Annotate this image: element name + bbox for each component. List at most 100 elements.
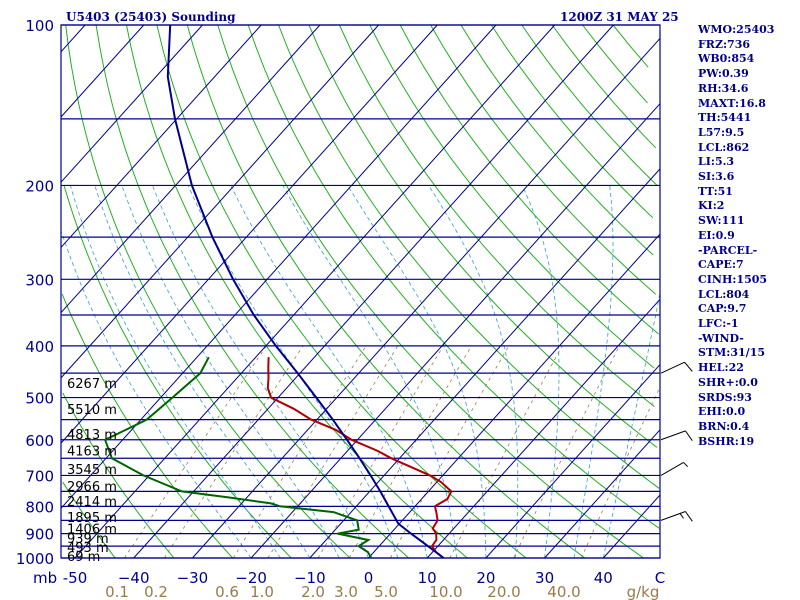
index-item: HEL:22 xyxy=(698,361,744,375)
temperature-tick-label: 0 xyxy=(364,569,374,587)
wind-barb-staff xyxy=(660,511,686,521)
isotherm xyxy=(426,298,661,559)
index-item: SI:3.6 xyxy=(698,170,735,184)
pressure-tick-label: 700 xyxy=(25,467,54,485)
index-item: MAXT:16.8 xyxy=(698,96,766,110)
moist-adiabat xyxy=(347,185,487,558)
mixing-ratio-tick-label: 20.0 xyxy=(487,583,520,600)
isotherm xyxy=(60,24,262,248)
dry-adiabat xyxy=(95,24,410,559)
index-item: PW:0.39 xyxy=(698,67,749,81)
mixing-ratio-tick-label: 40.0 xyxy=(547,583,580,600)
height-label: 4163 m xyxy=(67,445,117,460)
height-label: 6267 m xyxy=(67,377,117,392)
index-item: CAPE:7 xyxy=(698,258,744,272)
pressure-tick-label: 400 xyxy=(25,338,54,356)
wind-barb-flag xyxy=(683,462,689,468)
sounding-traces xyxy=(103,25,453,558)
index-item: KI:2 xyxy=(698,199,725,213)
mixing-ratio-line xyxy=(513,345,620,559)
isotherm xyxy=(60,24,203,183)
temperature-trace xyxy=(266,357,453,558)
wind-barb-flag xyxy=(679,513,684,519)
mixing-ratio-line xyxy=(389,345,510,559)
isotherm xyxy=(250,103,661,559)
index-item: RH:34.6 xyxy=(698,81,749,95)
mixing-ratio-line xyxy=(163,345,304,559)
height-label: 939 m xyxy=(67,532,109,547)
wind-barb-flag xyxy=(685,511,693,522)
mixing-ratio-unit-label: g/kg xyxy=(627,583,660,600)
dry-adiabat xyxy=(612,24,649,68)
isotherm xyxy=(60,24,438,444)
pressure-tick-label: 300 xyxy=(25,271,54,289)
isotherm xyxy=(60,24,145,118)
pressure-tick-label: 1000 xyxy=(16,550,54,568)
isotherm xyxy=(60,24,321,314)
station-title: U5403 (25403) Sounding xyxy=(66,10,236,24)
height-label: 1895 m xyxy=(67,511,117,526)
index-item: EI:0.9 xyxy=(698,228,735,242)
isotherm xyxy=(368,233,661,559)
moist-adiabat xyxy=(70,185,281,559)
height-label: 1406 m xyxy=(67,522,117,537)
index-item: L57:9.5 xyxy=(698,125,745,139)
dry-adiabat xyxy=(278,24,660,489)
moist-adiabat xyxy=(573,185,614,559)
pressure-tick-label: 100 xyxy=(25,17,54,35)
dry-adiabat xyxy=(582,24,648,104)
isotherm xyxy=(60,24,379,379)
mixing-ratio-line xyxy=(581,387,660,559)
index-item: EHI:0.0 xyxy=(698,405,746,419)
pressure-tick-label: 900 xyxy=(25,526,54,544)
index-item: LCL:804 xyxy=(698,287,750,301)
height-label: 69 m xyxy=(67,550,100,565)
height-label: 5510 m xyxy=(67,403,117,418)
temperature-tick-label: −40 xyxy=(118,569,150,587)
index-item: -PARCEL- xyxy=(698,243,758,257)
temperature-tick-label: −30 xyxy=(177,569,209,587)
height-label: 493 m xyxy=(67,541,109,556)
moist-adiabat xyxy=(521,185,560,559)
index-item: BRN:0.4 xyxy=(698,419,750,433)
temperature-tick-label: −10 xyxy=(294,569,326,587)
index-item: TT:51 xyxy=(698,184,733,198)
dry-adiabat xyxy=(217,24,644,559)
temperature-tick-label: -50 xyxy=(63,569,88,587)
dry-adiabat xyxy=(62,392,175,559)
temperature-tick-label: 40 xyxy=(594,569,613,587)
isotherm xyxy=(133,24,614,559)
dry-adiabat xyxy=(126,24,468,559)
index-item: WB0:854 xyxy=(698,52,755,66)
moist-adiabat xyxy=(61,232,252,559)
dewpoint-trace xyxy=(103,356,373,558)
index-item: TH:5441 xyxy=(698,111,752,125)
moist-adiabat xyxy=(121,185,340,559)
index-item: FRZ:736 xyxy=(698,37,751,51)
mixing-ratio-tick-label: 1.0 xyxy=(250,583,274,600)
moist-adiabat xyxy=(282,185,457,559)
dry-adiabat xyxy=(156,24,527,559)
mixing-ratio-tick-label: 5.0 xyxy=(374,583,398,600)
wind-barb-staff xyxy=(660,361,685,374)
temperature-tick-label: 10 xyxy=(418,569,437,587)
pressure-tick-label: 800 xyxy=(25,498,54,516)
wind-barb-flag xyxy=(684,361,693,372)
index-item: SRDS:93 xyxy=(698,390,752,404)
index-item: SW:111 xyxy=(698,214,745,228)
pressure-tick-label: 500 xyxy=(25,390,54,408)
index-item: LFC:-1 xyxy=(698,317,739,331)
pressure-tick-label: 200 xyxy=(25,177,54,195)
isotherm xyxy=(60,24,86,53)
wind-barbs xyxy=(660,361,693,522)
temperature-tick-label: 20 xyxy=(476,569,495,587)
parcel-trace xyxy=(166,25,445,558)
height-label: 2966 m xyxy=(67,480,117,495)
index-item: -WIND- xyxy=(698,331,744,345)
pressure-unit-label: mb xyxy=(33,569,57,587)
index-item: LCL:862 xyxy=(698,140,750,154)
dry-adiabat xyxy=(399,24,659,335)
mixing-ratio-tick-label: 0.1 xyxy=(105,583,129,600)
height-label: 3545 m xyxy=(67,463,117,478)
pressure-tick-label: 600 xyxy=(25,432,54,450)
